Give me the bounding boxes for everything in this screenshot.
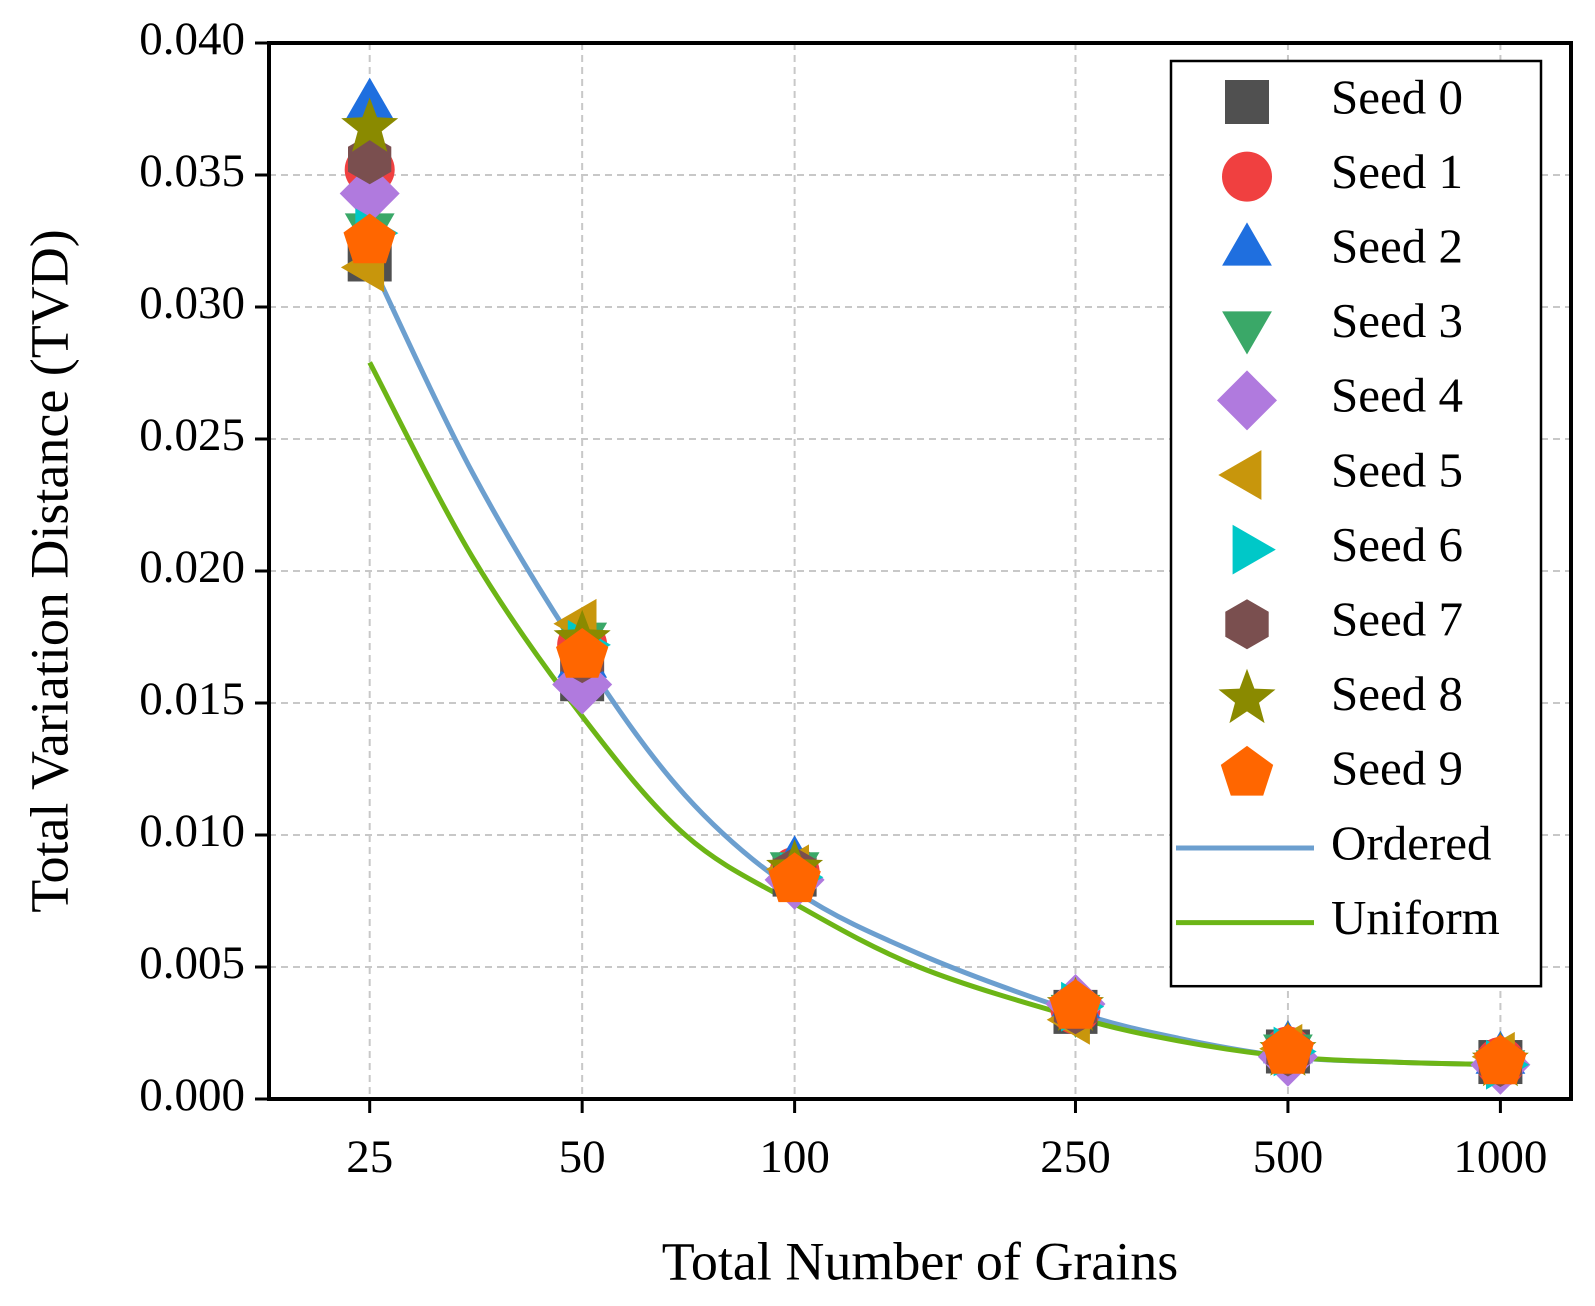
x-tick-label: 500 — [1253, 1131, 1324, 1183]
legend-label: Uniform — [1331, 890, 1500, 945]
y-tick-label: 0.040 — [139, 13, 245, 65]
y-tick-label: 0.035 — [139, 145, 245, 197]
legend-label: Seed 6 — [1331, 517, 1463, 572]
x-tick-label: 1000 — [1453, 1131, 1547, 1183]
legend-label: Ordered — [1331, 815, 1492, 870]
legend-label: Seed 7 — [1331, 591, 1463, 646]
marker — [1474, 1034, 1527, 1085]
y-tick-label: 0.000 — [139, 1069, 245, 1121]
legend-marker — [1225, 80, 1269, 124]
x-tick-label: 50 — [559, 1131, 606, 1183]
y-tick-label: 0.020 — [139, 541, 245, 593]
legend-box — [1169, 59, 1543, 988]
marker — [768, 852, 821, 903]
legend-marker — [1225, 599, 1269, 650]
legend-marker — [1218, 450, 1262, 500]
x-tick-label: 25 — [346, 1131, 393, 1183]
legend-label: Seed 9 — [1331, 741, 1463, 796]
legend-marker — [1220, 745, 1274, 796]
legend-label: Seed 3 — [1331, 293, 1463, 348]
marker — [1049, 979, 1102, 1029]
x-tick-label: 250 — [1040, 1131, 1111, 1183]
y-axis-label: Total Variation Distance (TVD) — [19, 229, 79, 913]
legend-label: Seed 0 — [1331, 69, 1463, 124]
marker — [339, 163, 400, 224]
marker — [341, 97, 399, 152]
legend-label: Seed 5 — [1331, 442, 1463, 497]
legend-label: Seed 2 — [1331, 218, 1463, 273]
marker — [556, 628, 609, 678]
plot-frame — [267, 41, 1573, 1101]
x-axis-label: Total Number of Grains — [662, 1231, 1179, 1291]
y-tick-label: 0.025 — [139, 409, 245, 461]
marker — [1261, 1024, 1315, 1074]
legend-marker — [1217, 370, 1277, 431]
legend-marker — [1222, 222, 1272, 266]
marker — [343, 213, 396, 264]
y-tick-label: 0.005 — [139, 937, 245, 989]
legend-marker — [1222, 151, 1272, 202]
legend-marker — [1222, 311, 1272, 355]
y-tick-label: 0.030 — [139, 277, 245, 329]
legend-marker — [1218, 668, 1276, 724]
legend-label: Seed 1 — [1331, 144, 1463, 199]
legend-marker — [1232, 524, 1276, 575]
y-tick-label: 0.010 — [139, 805, 245, 857]
legend-label: Seed 4 — [1331, 368, 1463, 423]
x-tick-label: 100 — [759, 1131, 830, 1183]
y-tick-label: 0.015 — [139, 673, 245, 725]
legend-label: Seed 8 — [1331, 666, 1463, 721]
